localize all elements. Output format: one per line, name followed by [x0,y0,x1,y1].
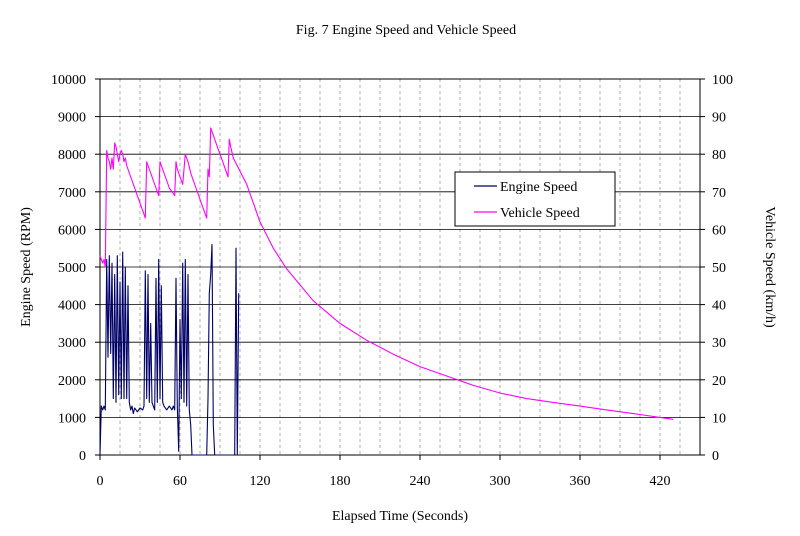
x-tick-label: 300 [490,474,511,489]
y-tick-label-left: 10000 [51,73,86,88]
y-tick-label-right: 40 [712,299,726,314]
y-tick-label-left: 0 [79,449,86,464]
x-tick-label: 120 [250,474,271,489]
y-tick-label-right: 70 [712,186,726,201]
legend: Engine Speed Vehicle Speed [454,171,616,227]
y-tick-label-left: 4000 [58,299,86,314]
series-line-engine-speed [99,243,240,456]
y-tick-label-right: 20 [712,374,726,389]
y-tick-label-left: 5000 [58,261,86,276]
x-tick-label: 360 [570,474,591,489]
y-tick-label-left: 8000 [58,148,86,163]
series-line-vehicle-speed [99,127,674,420]
axis-tick-labels: 0100020003000400050006000700080009000100… [51,73,733,489]
y-tick-label-right: 80 [712,148,726,163]
y-tick-label-right: 100 [712,73,733,88]
y-tick-label-left: 6000 [58,223,86,238]
y-tick-label-left: 7000 [58,186,86,201]
y-tick-label-right: 50 [712,261,726,276]
y-tick-label-right: 10 [712,411,726,426]
y-tick-label-left: 3000 [58,336,86,351]
x-tick-label: 60 [173,474,187,489]
y-tick-label-right: 60 [712,223,726,238]
legend-label-engine-speed: Engine Speed [500,180,577,195]
y-axis-label-right: Vehicle Speed (km/h) [762,206,777,328]
x-tick-label: 180 [330,474,351,489]
x-tick-label: 0 [97,474,104,489]
y-tick-label-right: 0 [712,449,719,464]
y-tick-label-left: 2000 [58,374,86,389]
chart-title: Fig. 7 Engine Speed and Vehicle Speed [296,23,516,38]
y-tick-label-left: 9000 [58,111,86,126]
y-axis-label-left: Engine Speed (RPM) [19,207,34,327]
x-axis-label: Elapsed Time (Seconds) [332,509,468,524]
x-tick-label: 240 [410,474,431,489]
legend-box [454,171,616,227]
y-tick-label-right: 90 [712,111,726,126]
y-tick-label-right: 30 [712,336,726,351]
y-tick-label-left: 1000 [58,411,86,426]
x-tick-label: 420 [650,474,671,489]
series-layer [99,127,674,456]
grid-lines [100,79,700,455]
legend-label-vehicle-speed: Vehicle Speed [500,206,580,221]
